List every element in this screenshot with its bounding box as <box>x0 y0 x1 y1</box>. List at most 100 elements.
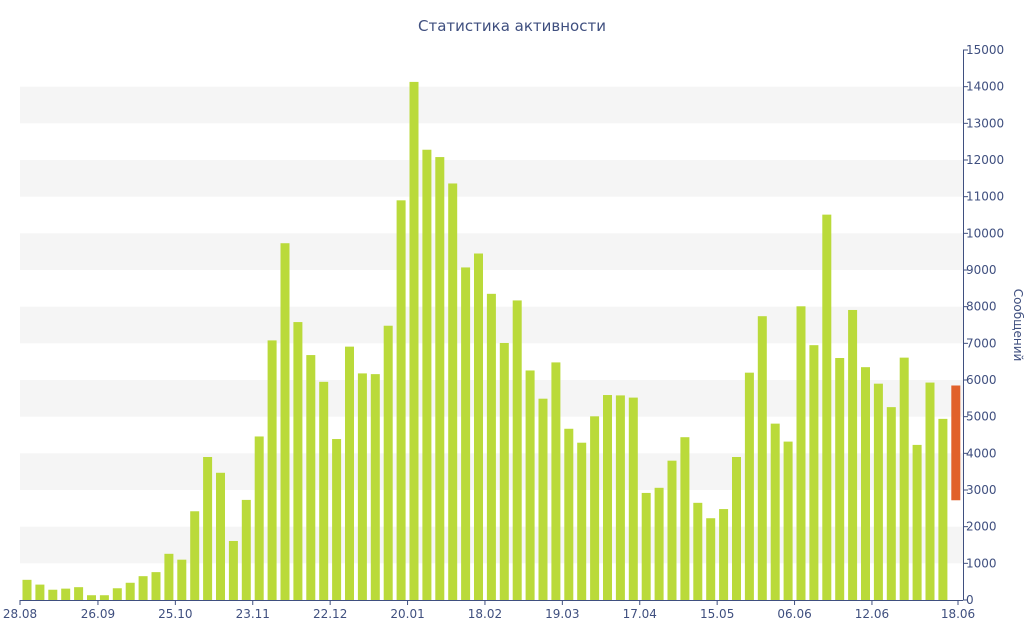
bar <box>654 487 664 600</box>
bar <box>396 200 406 600</box>
bar <box>164 553 174 600</box>
x-tick-label: 23.11 <box>236 607 270 621</box>
grid-band <box>20 86 963 124</box>
bars <box>22 81 961 601</box>
bar <box>409 81 419 600</box>
bar <box>357 373 367 600</box>
bar <box>770 423 780 600</box>
y-tick-label: 5000 <box>966 410 997 424</box>
bar <box>538 398 548 600</box>
bar <box>74 587 84 600</box>
bar <box>319 381 329 600</box>
bar <box>512 300 522 600</box>
bar <box>332 439 342 600</box>
bar <box>241 499 251 600</box>
bar <box>873 383 883 600</box>
bar <box>564 428 574 600</box>
bar <box>693 502 703 600</box>
bar <box>370 374 380 600</box>
bar <box>551 362 561 600</box>
bar <box>435 157 445 600</box>
bar <box>912 444 922 600</box>
y-tick-label: 10000 <box>966 226 1004 240</box>
x-tick-label: 15.05 <box>700 607 734 621</box>
bar <box>87 595 96 600</box>
bar <box>228 540 238 600</box>
x-tick-label: 28.08 <box>3 607 37 621</box>
bar <box>422 149 432 601</box>
bar <box>757 316 767 600</box>
bar <box>680 437 690 600</box>
chart-title: Статистика активности <box>418 17 606 35</box>
bar <box>138 576 148 600</box>
x-tick-label: 18.06 <box>941 607 975 621</box>
bar <box>783 441 793 600</box>
bar <box>345 346 354 600</box>
bar <box>822 214 832 600</box>
bar <box>744 372 754 600</box>
y-tick-label: 8000 <box>966 300 997 314</box>
bar <box>848 309 858 600</box>
bar <box>306 355 316 600</box>
bar <box>899 357 909 600</box>
bar <box>628 397 638 600</box>
bar <box>615 395 625 600</box>
x-tick-label: 19.03 <box>545 607 579 621</box>
y-tick-label: 14000 <box>966 80 1004 94</box>
bar <box>796 306 806 600</box>
bar <box>809 345 819 600</box>
y-tick-label: 7000 <box>966 336 997 350</box>
bar <box>461 267 471 600</box>
bar <box>667 460 677 600</box>
bar-highlight <box>951 385 961 501</box>
bar <box>474 253 483 600</box>
y-tick-label: 1000 <box>966 556 997 570</box>
bar <box>48 589 58 600</box>
bar <box>383 325 393 600</box>
x-tick-label: 25.10 <box>158 607 192 621</box>
bar <box>525 370 535 600</box>
bar <box>151 572 161 600</box>
bar <box>886 407 896 600</box>
bar <box>112 588 122 600</box>
x-tick-label: 22.12 <box>313 607 347 621</box>
y-tick-label: 4000 <box>966 446 997 460</box>
bar <box>35 584 45 600</box>
y-tick-label: 13000 <box>966 116 1004 130</box>
bar <box>861 367 870 600</box>
bar <box>280 243 290 601</box>
bar <box>61 588 71 600</box>
x-tick-label: 17.04 <box>623 607 657 621</box>
bar <box>177 559 187 600</box>
bar <box>499 342 509 600</box>
bar <box>590 416 600 600</box>
bar <box>216 472 225 600</box>
bar <box>706 518 716 600</box>
bar <box>719 509 729 600</box>
bar <box>293 322 303 600</box>
y-tick-label: 2000 <box>966 520 997 534</box>
bar <box>267 340 277 600</box>
bar <box>835 358 845 600</box>
bar <box>925 382 935 600</box>
y-tick-label: 9000 <box>966 263 997 277</box>
bar <box>603 395 612 600</box>
x-tick-label: 20.01 <box>390 607 424 621</box>
bar <box>125 582 135 600</box>
bar <box>190 511 200 600</box>
bar <box>641 492 651 600</box>
bar <box>486 293 496 600</box>
y-tick-label: 12000 <box>966 153 1004 167</box>
x-tick-label: 18.02 <box>468 607 502 621</box>
y-axis-label: Сообщений <box>1011 289 1024 362</box>
bar <box>448 183 458 600</box>
bar <box>22 579 32 600</box>
axes: 0 1000 2000 3000 4000 5000 6000 7000 8000 9000 100… <box>3 43 1004 621</box>
y-tick-label: 6000 <box>966 373 997 387</box>
grid-band <box>20 233 963 270</box>
bar <box>203 457 213 600</box>
bar <box>577 442 587 600</box>
x-tick-label: 12.06 <box>855 607 889 621</box>
y-tick-label: 0 <box>966 593 974 607</box>
